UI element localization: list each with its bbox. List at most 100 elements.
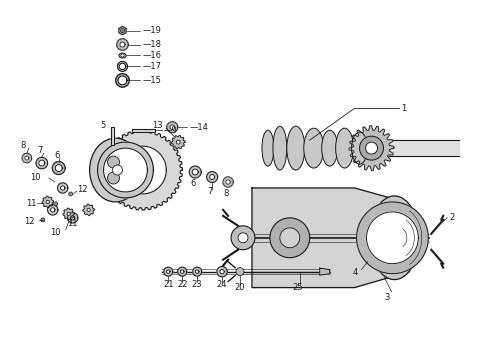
- Polygon shape: [60, 186, 65, 190]
- Polygon shape: [366, 142, 377, 154]
- Text: 21: 21: [163, 280, 173, 289]
- Polygon shape: [167, 270, 170, 274]
- Ellipse shape: [90, 138, 142, 202]
- Polygon shape: [217, 266, 227, 277]
- Ellipse shape: [352, 132, 368, 164]
- Circle shape: [46, 200, 49, 203]
- Polygon shape: [111, 127, 114, 145]
- Text: —14: —14: [189, 123, 208, 132]
- Polygon shape: [118, 76, 127, 85]
- Circle shape: [121, 28, 124, 32]
- Polygon shape: [265, 140, 459, 156]
- Polygon shape: [42, 196, 53, 208]
- Polygon shape: [57, 183, 68, 193]
- Polygon shape: [36, 157, 48, 169]
- Text: 10: 10: [30, 172, 41, 181]
- Circle shape: [121, 54, 124, 57]
- Text: 7: 7: [207, 188, 213, 197]
- Text: 11: 11: [68, 219, 78, 228]
- Polygon shape: [226, 180, 230, 184]
- Polygon shape: [196, 270, 199, 274]
- Text: 23: 23: [192, 280, 202, 289]
- Text: 1: 1: [401, 104, 407, 113]
- Text: —19: —19: [143, 26, 161, 35]
- Ellipse shape: [119, 53, 126, 58]
- Text: 4: 4: [352, 268, 358, 277]
- Polygon shape: [118, 62, 127, 71]
- Polygon shape: [119, 146, 166, 194]
- Circle shape: [69, 192, 73, 196]
- Polygon shape: [98, 142, 153, 198]
- Polygon shape: [178, 267, 187, 276]
- Polygon shape: [39, 160, 45, 166]
- Polygon shape: [102, 130, 182, 210]
- Text: 22: 22: [177, 280, 188, 289]
- Text: 6: 6: [54, 150, 59, 159]
- Text: 8: 8: [223, 189, 229, 198]
- Polygon shape: [55, 165, 62, 171]
- Text: —9: —9: [163, 126, 177, 135]
- Polygon shape: [25, 156, 29, 160]
- Polygon shape: [63, 208, 74, 220]
- Polygon shape: [52, 162, 65, 175]
- Polygon shape: [349, 126, 394, 171]
- Polygon shape: [48, 205, 58, 215]
- Circle shape: [365, 142, 378, 154]
- Text: 24: 24: [217, 280, 227, 289]
- Polygon shape: [83, 204, 95, 216]
- Polygon shape: [220, 269, 224, 274]
- Polygon shape: [22, 153, 32, 163]
- Ellipse shape: [369, 196, 419, 280]
- Circle shape: [176, 140, 180, 144]
- Ellipse shape: [287, 126, 305, 170]
- Text: —16: —16: [143, 51, 161, 60]
- Text: —15: —15: [143, 76, 161, 85]
- Ellipse shape: [304, 128, 324, 168]
- Polygon shape: [189, 166, 201, 178]
- Polygon shape: [172, 135, 185, 149]
- Circle shape: [113, 165, 122, 175]
- Polygon shape: [117, 39, 128, 50]
- Text: 8: 8: [20, 141, 25, 150]
- Polygon shape: [357, 202, 428, 274]
- Text: 20: 20: [235, 283, 245, 292]
- Circle shape: [236, 268, 244, 276]
- Polygon shape: [367, 212, 418, 264]
- Ellipse shape: [336, 128, 354, 168]
- Polygon shape: [223, 177, 233, 187]
- Polygon shape: [132, 129, 155, 132]
- Polygon shape: [120, 42, 125, 47]
- Ellipse shape: [273, 126, 287, 170]
- Polygon shape: [319, 268, 330, 275]
- Circle shape: [107, 156, 120, 168]
- Circle shape: [107, 172, 120, 184]
- Circle shape: [41, 218, 45, 222]
- Polygon shape: [207, 171, 218, 183]
- Text: —18: —18: [143, 40, 161, 49]
- Polygon shape: [180, 270, 184, 274]
- Text: 7: 7: [37, 145, 43, 154]
- Text: 12: 12: [24, 217, 35, 226]
- Text: —17: —17: [143, 62, 161, 71]
- Circle shape: [270, 218, 310, 258]
- Polygon shape: [192, 169, 198, 175]
- Polygon shape: [71, 216, 75, 220]
- Text: 12: 12: [76, 185, 87, 194]
- Polygon shape: [103, 148, 147, 192]
- Polygon shape: [119, 63, 125, 69]
- Circle shape: [231, 226, 255, 250]
- Text: 25: 25: [293, 283, 303, 292]
- Text: 2: 2: [449, 213, 454, 222]
- Text: 11: 11: [26, 199, 37, 208]
- Text: 10: 10: [50, 228, 61, 237]
- Text: 5: 5: [100, 121, 105, 130]
- Polygon shape: [360, 136, 384, 160]
- Polygon shape: [68, 213, 78, 223]
- Text: 6: 6: [191, 180, 196, 189]
- Polygon shape: [193, 267, 202, 276]
- Polygon shape: [116, 73, 129, 87]
- Polygon shape: [119, 26, 126, 35]
- Polygon shape: [50, 208, 55, 212]
- Circle shape: [280, 228, 300, 248]
- Ellipse shape: [322, 130, 338, 166]
